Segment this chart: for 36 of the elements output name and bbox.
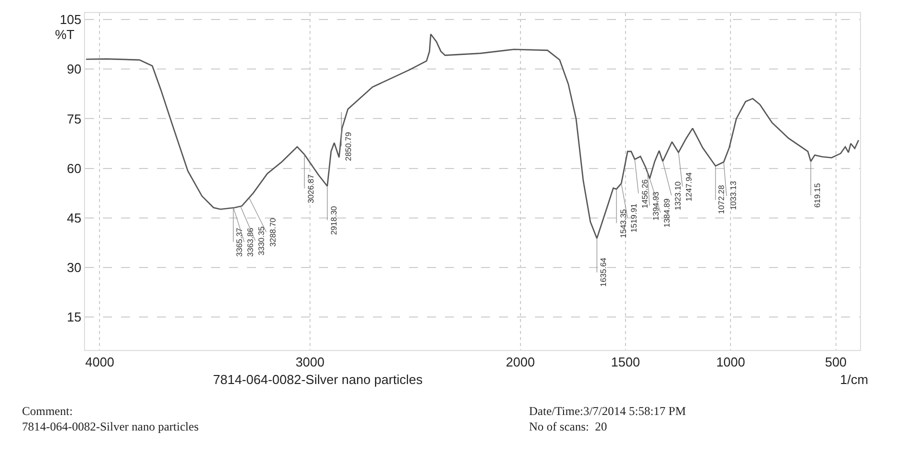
y-tick-label: 60 bbox=[66, 160, 82, 176]
x-tick-label: 1500 bbox=[611, 354, 640, 370]
x-tick-label: 2000 bbox=[506, 354, 535, 370]
y-tick-label: 75 bbox=[66, 111, 82, 126]
annotation: 1072.28 bbox=[717, 184, 726, 214]
y-tick-label: 90 bbox=[66, 62, 82, 77]
annotation: 1394.93 bbox=[651, 191, 660, 221]
y-tick-label: 30 bbox=[66, 260, 82, 275]
annotation: 3288.70 bbox=[268, 217, 278, 247]
annotation: 1033.13 bbox=[729, 180, 738, 210]
annotation: 2850.79 bbox=[344, 132, 353, 161]
annotation: 3363.86 bbox=[246, 227, 255, 257]
y-axis-title: %T bbox=[55, 27, 75, 42]
annotation: 1323.10 bbox=[674, 180, 683, 210]
annotation: 3365.37 bbox=[234, 227, 244, 257]
annotation: 1635.64 bbox=[599, 257, 608, 287]
annotation: 1543.35 bbox=[618, 208, 628, 238]
x-tick-label: 1000 bbox=[716, 354, 746, 370]
x-axis-title: 1/cm bbox=[840, 372, 868, 387]
text: Date/Time:3/7/2014 5:58:17 PM No of scans: 20 bbox=[529, 404, 686, 434]
annotation: 619.15 bbox=[812, 182, 822, 208]
annotation: 1384.89 bbox=[662, 198, 672, 228]
y-tick-label: 105 bbox=[60, 12, 82, 28]
annotation: 1247.94 bbox=[684, 172, 694, 202]
text: Comment: 7814-064-0082-Silver nano particles bbox=[22, 404, 199, 434]
x-tick-label: 500 bbox=[824, 354, 847, 370]
y-tick-label: 45 bbox=[66, 210, 82, 226]
x-tick-label: 4000 bbox=[85, 354, 114, 370]
annotation: 2918.30 bbox=[330, 205, 339, 235]
annotation: 1456.26 bbox=[640, 178, 650, 208]
annotation: 3026.87 bbox=[306, 174, 316, 204]
text: 7814-064-0082-Silver nano particles bbox=[213, 372, 424, 387]
y-tick-label: 15 bbox=[66, 310, 82, 325]
annotation: 1519.91 bbox=[629, 202, 638, 232]
x-tick-label: 3000 bbox=[296, 354, 324, 370]
annotation: 3330.35 bbox=[257, 226, 266, 256]
